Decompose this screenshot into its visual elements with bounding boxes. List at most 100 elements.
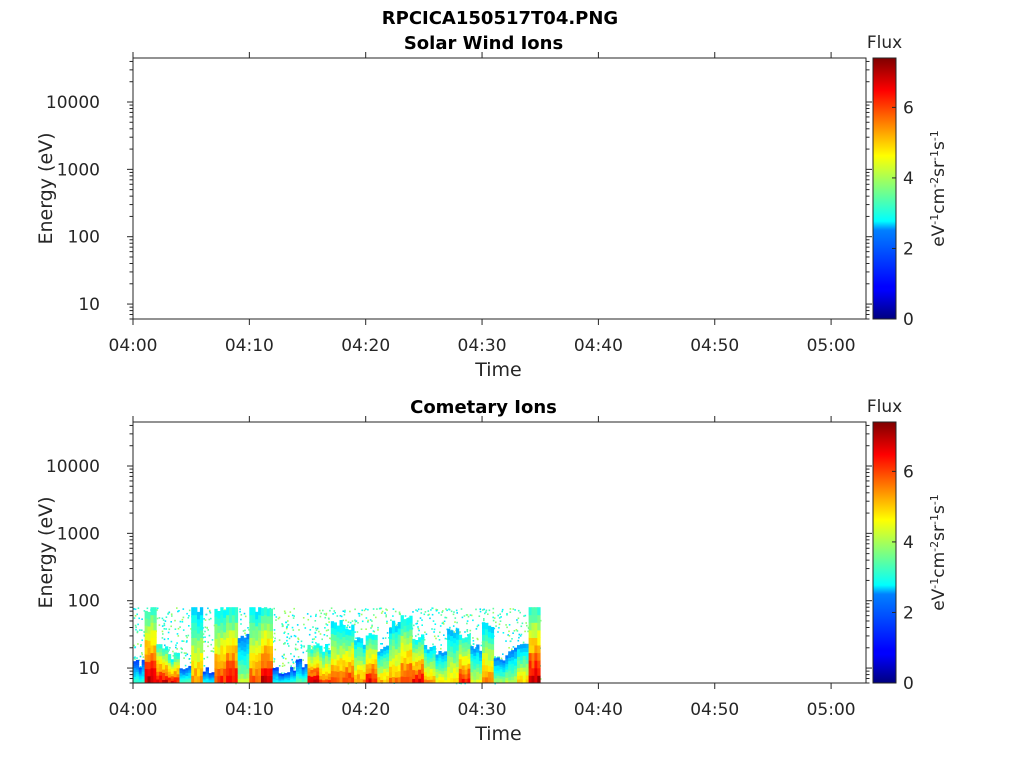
flux-cell (316, 659, 320, 664)
flux-cell (156, 679, 160, 684)
flux-speckle (293, 667, 296, 670)
flux-cell (441, 664, 445, 669)
flux-cell (188, 665, 192, 668)
flux-cell (409, 629, 413, 637)
flux-cell (435, 665, 439, 670)
flux-speckle (283, 632, 285, 634)
flux-cell (470, 646, 474, 651)
flux-cell (365, 654, 369, 660)
flux-cell (170, 659, 175, 662)
flux-cell (447, 661, 451, 668)
flux-cell (339, 651, 343, 659)
flux-speckle (424, 631, 426, 634)
flux-cell (220, 607, 224, 616)
flux-cell (502, 678, 506, 682)
flux-cell (266, 630, 271, 639)
flux-cell (467, 658, 471, 664)
flux-cell (374, 658, 378, 665)
flux-cell (455, 666, 460, 673)
flux-speckle (326, 624, 329, 626)
flux-speckle (286, 639, 288, 642)
flux-cell (319, 679, 323, 684)
flux-cell (325, 647, 329, 653)
flux-cell (162, 679, 166, 684)
flux-cell (476, 644, 480, 649)
flux-speckle (281, 624, 284, 626)
flux-cell (258, 667, 262, 676)
flux-cell (301, 676, 305, 679)
flux-speckle (185, 641, 188, 643)
flux-cell (263, 645, 268, 654)
flux-cell (467, 643, 471, 650)
flux-cell (493, 670, 497, 674)
flux-cell (153, 607, 157, 616)
flux-speckle (163, 624, 166, 627)
flux-cell (418, 646, 422, 652)
flux-cell (415, 657, 419, 662)
flux-cell (316, 667, 320, 672)
flux-speckle (140, 645, 142, 647)
flux-cell (519, 648, 524, 653)
flux-cell (240, 668, 244, 674)
flux-cell (293, 680, 297, 683)
flux-speckle (287, 624, 289, 626)
flux-cell (359, 647, 364, 653)
flux-speckle (281, 623, 283, 625)
flux-cell (266, 668, 271, 676)
flux-cell (310, 652, 314, 657)
flux-cell (199, 660, 204, 669)
flux-cell (493, 665, 497, 669)
flux-cell (377, 655, 381, 659)
flux-speckle (371, 625, 373, 628)
flux-cell (444, 660, 448, 665)
flux-cell (272, 671, 276, 673)
flux-cell (176, 664, 180, 669)
flux-speckle (324, 616, 327, 619)
flux-cell (159, 652, 163, 657)
flux-cell (231, 667, 236, 676)
flux-cell (249, 607, 253, 616)
flux-cell (301, 675, 305, 678)
colorbar-tick-label: 6 (903, 462, 914, 482)
flux-cell (269, 630, 273, 639)
flux-cell (199, 645, 204, 654)
flux-speckle (165, 616, 168, 618)
flux-speckle (339, 615, 342, 617)
flux-cell (147, 661, 151, 670)
flux-speckle (517, 617, 520, 620)
flux-cell (336, 642, 340, 649)
flux-cell (159, 644, 163, 649)
flux-cell (205, 679, 209, 682)
flux-cell (263, 652, 268, 661)
flux-speckle (439, 625, 442, 627)
flux-cell (150, 652, 154, 661)
flux-cell (528, 660, 532, 669)
flux-cell (258, 660, 262, 669)
flux-speckle (291, 626, 294, 629)
flux-cell (514, 658, 518, 663)
flux-speckle (442, 623, 445, 625)
flux-cell (517, 671, 521, 676)
flux-speckle (286, 636, 288, 638)
flux-speckle (291, 614, 294, 617)
flux-cell (226, 607, 230, 616)
flux-cell (197, 611, 201, 620)
flux-cell (354, 644, 358, 650)
flux-cell (293, 674, 297, 676)
flux-cell (505, 655, 509, 659)
flux-cell (453, 647, 457, 654)
flux-cell (458, 639, 463, 645)
flux-speckle (466, 614, 469, 616)
flux-cell (499, 666, 503, 670)
flux-cell (298, 668, 303, 672)
flux-cell (165, 664, 169, 669)
flux-speckle (295, 661, 297, 663)
flux-speckle (286, 626, 288, 629)
flux-cell (429, 657, 433, 662)
flux-cell (519, 679, 524, 684)
flux-cell (226, 660, 230, 669)
flux-cell (499, 680, 503, 684)
flux-cell (144, 610, 148, 619)
flux-cell (339, 626, 343, 634)
